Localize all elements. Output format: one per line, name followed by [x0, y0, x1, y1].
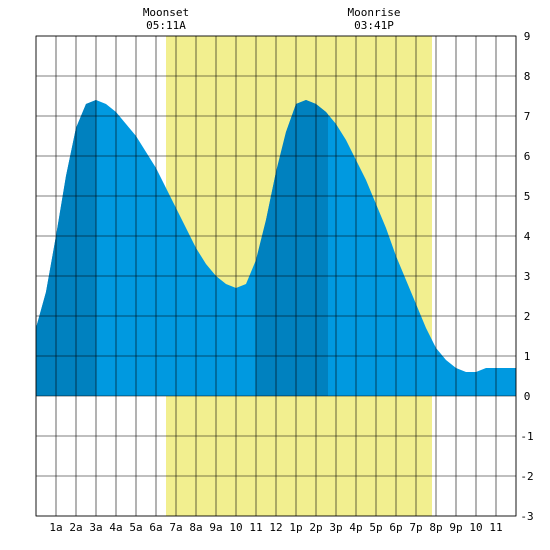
x-tick-label: 6p	[389, 521, 402, 534]
y-tick-label: -3	[520, 510, 533, 523]
y-tick-label: 0	[524, 390, 531, 403]
y-tick-label: 2	[524, 310, 531, 323]
moon-event-name: Moonset	[143, 6, 189, 19]
y-tick-label: -2	[520, 470, 533, 483]
x-tick-label: 9a	[209, 521, 222, 534]
x-tick-label: 11	[489, 521, 502, 534]
y-tick-label: 5	[524, 190, 531, 203]
y-tick-label: 3	[524, 270, 531, 283]
y-tick-label: -1	[520, 430, 533, 443]
y-tick-label: 8	[524, 70, 531, 83]
x-tick-label: 6a	[149, 521, 162, 534]
x-tick-label: 11	[249, 521, 262, 534]
x-tick-label: 12	[269, 521, 282, 534]
x-tick-label: 7a	[169, 521, 182, 534]
moon-event-name: Moonrise	[348, 6, 401, 19]
x-tick-label: 8p	[429, 521, 442, 534]
x-tick-label: 1p	[289, 521, 302, 534]
x-tick-label: 10	[469, 521, 482, 534]
moon-event-time: 05:11A	[146, 19, 186, 32]
plot-border	[35, 35, 517, 517]
y-tick-label: 6	[524, 150, 531, 163]
y-tick-label: 9	[524, 30, 531, 43]
x-tick-label: 1a	[49, 521, 62, 534]
x-tick-label: 5a	[129, 521, 142, 534]
tide-dark-band-1	[256, 100, 328, 396]
x-tick-label: 4p	[349, 521, 362, 534]
x-tick-label: 9p	[449, 521, 462, 534]
x-tick-label: 3p	[329, 521, 342, 534]
x-tick-label: 2a	[69, 521, 82, 534]
y-tick-label: 1	[524, 350, 531, 363]
x-tick-label: 7p	[409, 521, 422, 534]
x-tick-label: 2p	[309, 521, 322, 534]
x-tick-label: 3a	[89, 521, 102, 534]
y-tick-label: 7	[524, 110, 531, 123]
x-tick-label: 4a	[109, 521, 122, 534]
x-tick-label: 5p	[369, 521, 382, 534]
moon-event-time: 03:41P	[354, 19, 394, 32]
x-tick-label: 10	[229, 521, 242, 534]
x-tick-label: 8a	[189, 521, 202, 534]
tide-dark-band-0	[36, 100, 96, 396]
y-tick-label: 4	[524, 230, 531, 243]
